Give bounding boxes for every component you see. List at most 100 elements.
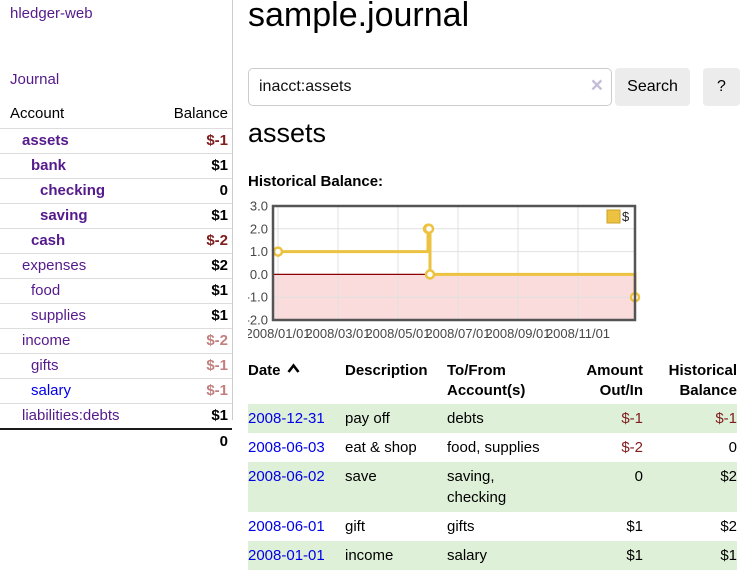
account-balance: $1 bbox=[147, 153, 232, 179]
search-bar: × Search ? bbox=[248, 68, 740, 106]
transaction-amount: $1 bbox=[626, 547, 643, 564]
transaction-amount: $-2 bbox=[621, 439, 643, 456]
search-input[interactable] bbox=[248, 68, 612, 106]
y-tick-label: -2.0 bbox=[248, 313, 268, 328]
transaction-row: 2008-06-03 eat & shop food, supplies $-2 0 bbox=[248, 433, 737, 462]
transaction-description: pay off bbox=[345, 410, 390, 427]
account-row: cash $-2 bbox=[0, 228, 232, 254]
account-balance: $1 bbox=[147, 403, 232, 429]
sidebar-account-link[interactable]: income bbox=[22, 332, 71, 349]
register-header-balance: Historical Balance bbox=[668, 362, 737, 399]
account-balance: $-1 bbox=[147, 378, 232, 404]
transaction-amount: $1 bbox=[626, 518, 643, 535]
account-balance: $1 bbox=[147, 278, 232, 304]
sidebar-item-journal[interactable]: Journal bbox=[10, 71, 60, 88]
y-tick-label: 1.0 bbox=[250, 244, 268, 259]
x-tick-label: 2008/01/01 bbox=[248, 326, 311, 341]
transaction-accounts: debts bbox=[447, 410, 484, 427]
account-row: supplies $1 bbox=[0, 303, 232, 329]
account-row: salary $-1 bbox=[0, 378, 232, 404]
y-tick-label: 2.0 bbox=[250, 221, 268, 236]
legend-swatch bbox=[606, 209, 621, 224]
transaction-balance: $1 bbox=[720, 547, 737, 564]
transaction-accounts: salary bbox=[447, 547, 488, 564]
search-box: × bbox=[248, 68, 612, 106]
account-row: assets $-1 bbox=[0, 128, 232, 154]
sidebar-account-link[interactable]: liabilities:debts bbox=[22, 407, 120, 424]
account-balance: $-2 bbox=[147, 328, 232, 354]
transaction-amount: 0 bbox=[634, 468, 643, 485]
account-row: income $-2 bbox=[0, 328, 232, 354]
legend-label: $ bbox=[622, 209, 630, 224]
sidebar-account-link[interactable]: cash bbox=[31, 232, 66, 249]
transaction-balance: $2 bbox=[720, 518, 737, 535]
transaction-amount: $-1 bbox=[621, 410, 643, 427]
accounts-header-account: Account bbox=[10, 105, 65, 122]
help-button[interactable]: ? bbox=[703, 68, 740, 106]
register-header-date[interactable]: Date bbox=[248, 358, 345, 404]
sidebar-account-link[interactable]: expenses bbox=[22, 257, 87, 274]
accounts-header-row: Account Balance bbox=[0, 102, 232, 129]
x-tick-label: 2008/03/01 bbox=[305, 326, 370, 341]
transaction-date-link[interactable]: 2008-06-01 bbox=[248, 518, 325, 535]
sidebar-account-link[interactable]: supplies bbox=[31, 307, 87, 324]
transaction-description: save bbox=[345, 468, 377, 485]
transaction-accounts: saving, checking bbox=[447, 468, 507, 506]
transaction-date-link[interactable]: 2008-01-01 bbox=[248, 547, 325, 564]
brand-link[interactable]: hledger-web bbox=[10, 5, 93, 22]
plot-border bbox=[271, 204, 637, 322]
account-heading: assets bbox=[248, 118, 327, 148]
account-balance: $1 bbox=[147, 303, 232, 329]
x-tick-label: 2008/11/01 bbox=[546, 326, 610, 341]
transaction-balance: $2 bbox=[720, 468, 737, 485]
register-table: Date Description To/From Account(s) Amou… bbox=[248, 358, 737, 570]
data-point bbox=[423, 223, 435, 235]
transaction-row: 2008-01-01 income salary $1 $1 bbox=[248, 541, 737, 570]
transaction-date-link[interactable]: 2008-06-02 bbox=[248, 468, 325, 485]
account-row: checking 0 bbox=[0, 178, 232, 204]
transaction-description: income bbox=[345, 547, 394, 564]
transaction-row: 2008-06-02 save saving, checking 0 $2 bbox=[248, 462, 737, 512]
transaction-date-link[interactable]: 2008-12-31 bbox=[248, 410, 325, 427]
account-row: bank $1 bbox=[0, 153, 232, 179]
y-tick-label: 0.0 bbox=[250, 267, 268, 282]
clear-search-icon[interactable]: × bbox=[590, 74, 603, 97]
chart-title: Historical Balance: bbox=[248, 173, 384, 190]
transaction-row: 2008-12-31 pay off debts $-1 $-1 bbox=[248, 404, 737, 433]
transaction-date-link[interactable]: 2008-06-03 bbox=[248, 439, 325, 456]
sidebar-account-link[interactable]: assets bbox=[22, 132, 69, 149]
sidebar-account-link[interactable]: gifts bbox=[31, 357, 59, 374]
transaction-row: 2008-06-01 gift gifts $1 $2 bbox=[248, 512, 737, 541]
sidebar-account-link[interactable]: saving bbox=[40, 207, 88, 224]
account-row: gifts $-1 bbox=[0, 353, 232, 379]
transaction-accounts: food, supplies bbox=[447, 439, 540, 456]
transaction-description: eat & shop bbox=[345, 439, 417, 456]
account-balance: $2 bbox=[147, 253, 232, 279]
register-header-accounts: To/From Account(s) bbox=[447, 362, 526, 399]
y-tick-label: -1.0 bbox=[248, 290, 268, 305]
sidebar-account-link[interactable]: bank bbox=[31, 157, 67, 174]
accounts-total-balance: 0 bbox=[147, 428, 232, 454]
register-header-row: Date Description To/From Account(s) Amou… bbox=[248, 358, 737, 404]
transaction-balance: $-1 bbox=[715, 410, 737, 427]
account-balance: $1 bbox=[147, 203, 232, 229]
sidebar-account-link[interactable]: salary bbox=[31, 382, 72, 399]
account-row: expenses $2 bbox=[0, 253, 232, 279]
sidebar-account-link[interactable]: checking bbox=[40, 182, 106, 199]
data-point bbox=[424, 269, 436, 280]
account-row: liabilities:debts $1 bbox=[0, 403, 232, 429]
account-row: saving $1 bbox=[0, 203, 232, 229]
data-point bbox=[272, 246, 284, 257]
transaction-accounts: gifts bbox=[447, 518, 475, 535]
x-tick-label: 2008/05/01 bbox=[365, 326, 430, 341]
register-header-description: Description bbox=[345, 362, 428, 379]
account-balance: $-2 bbox=[147, 228, 232, 254]
page-title: sample.journal bbox=[248, 0, 470, 34]
account-balance: $-1 bbox=[147, 353, 232, 379]
search-button[interactable]: Search bbox=[615, 68, 690, 106]
register-header-amount: Amount Out/In bbox=[586, 362, 643, 399]
sort-ascending-caret-icon bbox=[286, 363, 300, 373]
accounts-table: Account Balance assets $-1 bank $1 checking 0… bbox=[0, 102, 232, 454]
transaction-balance: 0 bbox=[728, 439, 737, 456]
sidebar-account-link[interactable]: food bbox=[31, 282, 61, 299]
